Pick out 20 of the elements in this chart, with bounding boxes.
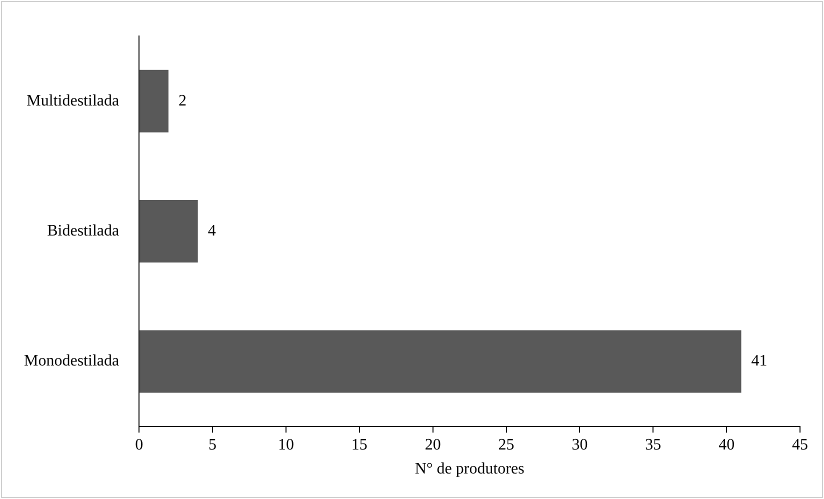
x-tick-label: 30	[572, 436, 588, 454]
x-axis-title: N° de produtores	[414, 460, 524, 478]
y-tick-label: Bidestilada	[47, 222, 120, 240]
y-tick-label: Monodestilada	[24, 352, 120, 370]
x-tick-label: 45	[792, 436, 808, 454]
x-tick-label: 15	[351, 436, 368, 454]
x-tick-label: 10	[278, 436, 294, 454]
bar	[140, 330, 742, 393]
data-label: 2	[178, 92, 186, 110]
x-tick-label: 35	[645, 436, 662, 454]
x-tick-label: 40	[718, 436, 735, 454]
x-tick-label: 0	[135, 436, 144, 454]
x-tick-label: 20	[424, 436, 441, 454]
bar	[140, 70, 168, 132]
y-tick-label: Multidestilada	[26, 92, 120, 110]
x-tick-label: 25	[498, 436, 514, 454]
data-label: 41	[751, 352, 768, 370]
data-label: 4	[208, 222, 216, 240]
bar	[140, 200, 198, 263]
x-tick-label: 5	[208, 436, 217, 454]
